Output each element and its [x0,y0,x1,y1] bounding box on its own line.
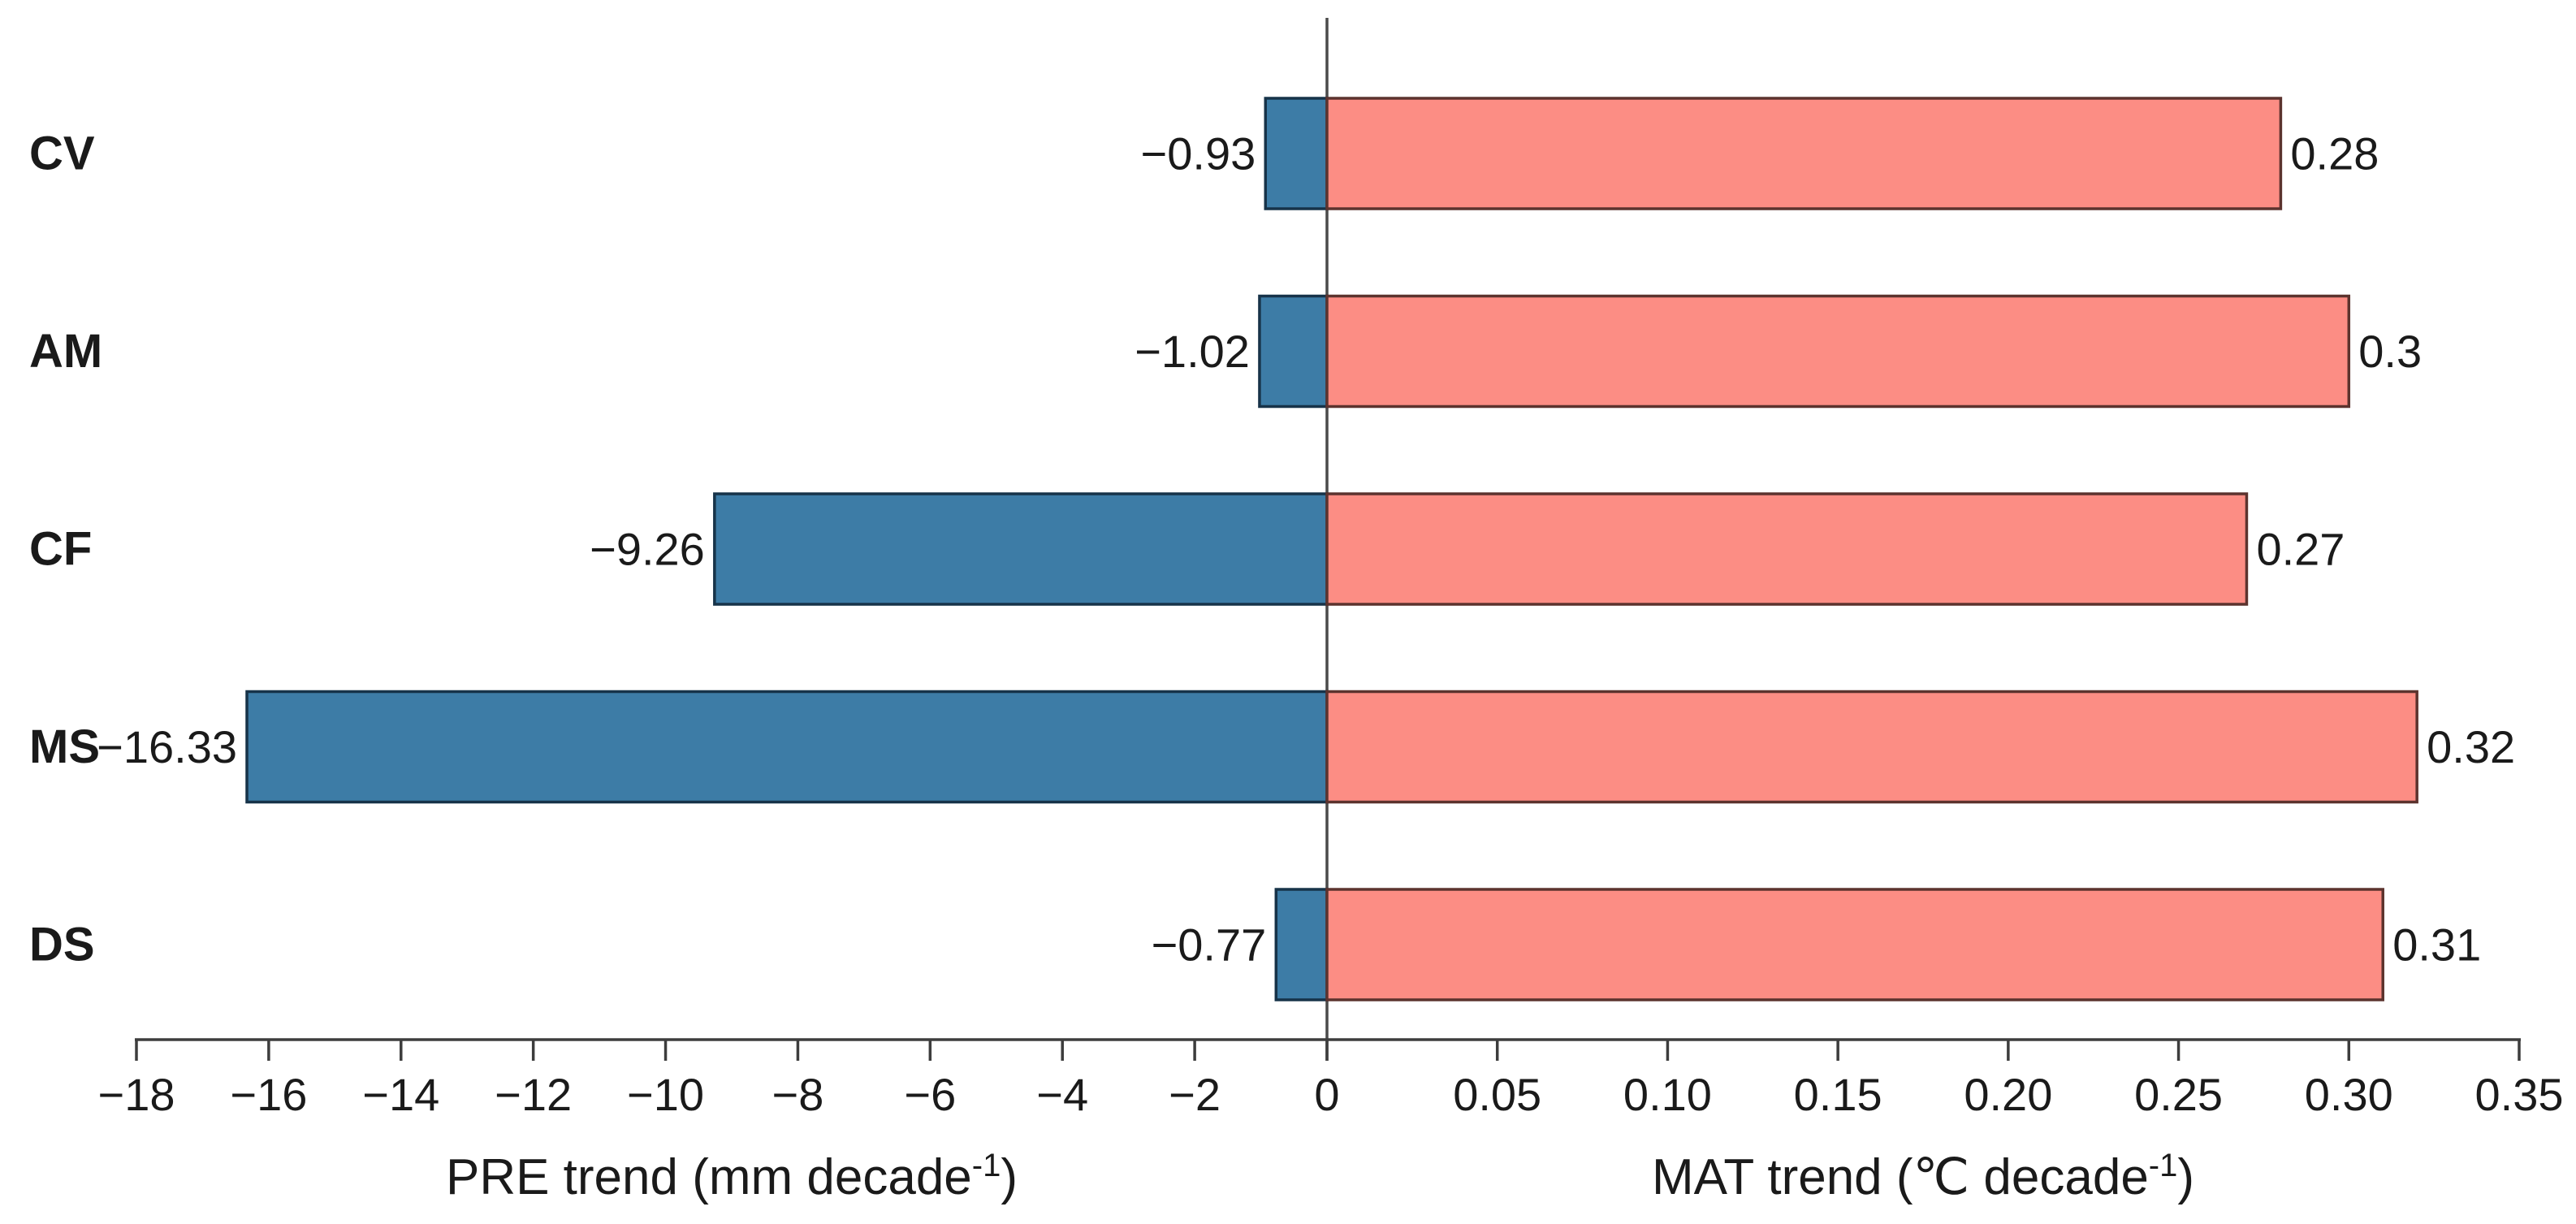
x-axis-tick-label: 0.25 [2134,1069,2223,1120]
bar-value-labels: −0.93 0.28 −1.02 0.3 −9.26 0.27 −16.33 0.32 −0.7… [97,128,2515,971]
x-axis-tick-label: 0.05 [1453,1069,1541,1120]
x-axis-tick-label: −12 [495,1069,572,1120]
x-axis-tick-label: 0.10 [1623,1069,1712,1120]
bar-mat-CF [1325,492,2249,606]
x-axis-tick-label: 0 [1314,1069,1339,1120]
value-label-mat-CF: 0.27 [2256,524,2345,575]
value-label-mat-DS: 0.31 [2392,919,2481,971]
bar-mat-MS [1325,690,2418,804]
x-axis-tick-label: −10 [627,1069,704,1120]
x-axis-tick-label: 0.20 [1964,1069,2052,1120]
value-label-pre-MS: −16.33 [97,721,237,772]
x-axis-tick-label: −18 [98,1069,175,1120]
pre-trend-bars [245,97,1329,1001]
axis-titles: PRE trend (mm decade-1) MAT trend (℃ deca… [446,1148,2194,1205]
x-axis-tick-label: −8 [772,1069,824,1120]
value-label-pre-CF: −9.26 [590,524,705,575]
right-axis-title: MAT trend (℃ decade-1) [1652,1148,2194,1205]
x-axis-tick-label: −14 [362,1069,439,1120]
left-axis-title: PRE trend (mm decade-1) [446,1148,1018,1205]
bar-pre-DS [1274,888,1329,1001]
bar-pre-AM [1258,294,1329,409]
value-label-pre-CV: −0.93 [1141,128,1256,179]
value-label-pre-DS: −0.77 [1152,919,1267,971]
value-label-pre-AM: −1.02 [1135,326,1250,377]
bar-pre-MS [245,690,1329,804]
category-label-CF: CF [29,523,92,576]
x-axis-tick-label: −2 [1169,1069,1221,1120]
bar-pre-CV [1264,97,1329,210]
bar-pre-CF [713,492,1329,606]
x-axis-tick-label: 0.30 [2305,1069,2393,1120]
category-labels: CV AM CF MS DS [29,128,102,971]
x-axis-tick-label: 0.15 [1794,1069,1882,1120]
x-axis-tick-label: −16 [230,1069,307,1120]
bar-mat-DS [1325,888,2384,1001]
x-axis: −18 −16 −14 −12 −10 −8 −6 −4 −2 0 0.05 0.10 0.15 0.20… [98,1038,2564,1120]
category-label-CV: CV [29,128,95,180]
bar-mat-AM [1325,294,2351,409]
value-label-mat-AM: 0.3 [2358,326,2422,377]
value-label-mat-MS: 0.32 [2427,721,2515,772]
mat-trend-bars [1325,97,2418,1001]
value-label-mat-CV: 0.28 [2290,128,2379,179]
bar-mat-CV [1325,97,2283,210]
category-label-DS: DS [29,919,95,971]
category-label-MS: MS [29,720,100,773]
x-axis-tick-label: −6 [904,1069,956,1120]
x-axis-tick-label: −4 [1036,1069,1088,1120]
x-axis-tick-label: 0.35 [2475,1069,2564,1120]
category-label-AM: AM [29,325,102,378]
